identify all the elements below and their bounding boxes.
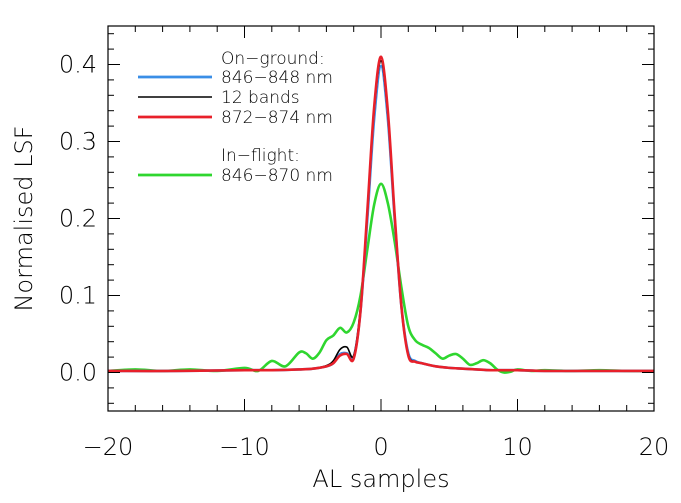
legend-heading: On−ground:: [221, 49, 325, 69]
series-line-3: [108, 182, 654, 374]
series-line-1: [108, 59, 654, 372]
legend-label: 872−874 nm: [221, 108, 333, 128]
x-tick-label: 0: [373, 433, 388, 461]
chart-axes: −20 −10 0 10 20 0.0 0.1 0.2 0.3 0.4 AL samples Norm…: [10, 25, 670, 493]
legend-label: 846−870 nm: [221, 166, 333, 186]
plot-frame: [107, 25, 655, 412]
y-tick-label: 0.3: [59, 128, 97, 156]
legend-label: 846−848 nm: [221, 68, 333, 88]
x-tick-label: 10: [502, 433, 533, 461]
x-tick-label: 20: [639, 433, 670, 461]
x-tick-label: −20: [83, 433, 134, 461]
x-axis-label: AL samples: [312, 465, 449, 493]
y-tick-label: 0.2: [59, 205, 97, 233]
y-tick-label: 0.1: [59, 282, 97, 310]
legend-heading: In−flight:: [221, 146, 300, 166]
series-line-2: [108, 55, 654, 373]
y-axis-label: Normalised LSF: [10, 125, 38, 311]
legend-label: 12 bands: [221, 88, 300, 108]
series-line-0: [108, 64, 654, 373]
y-tick-label: 0.4: [59, 51, 97, 79]
x-tick-label: −10: [219, 433, 270, 461]
y-tick-label: 0.0: [59, 359, 97, 387]
chart-marks: [108, 55, 654, 374]
